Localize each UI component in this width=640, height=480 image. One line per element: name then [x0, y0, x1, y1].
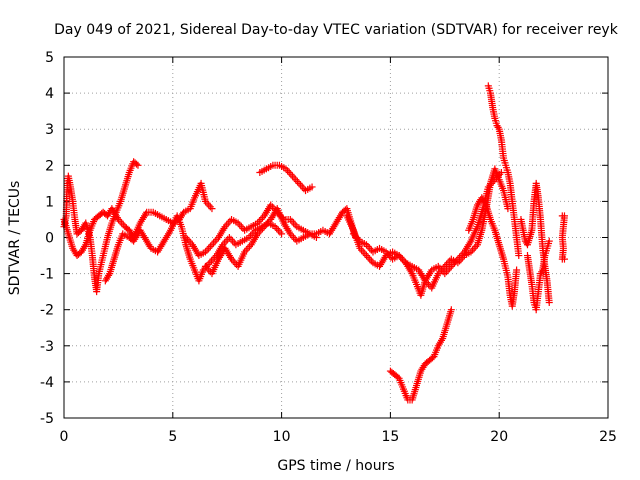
data-point: [293, 178, 301, 186]
y-tick-label: -5: [40, 411, 54, 427]
series-trace-i: [386, 306, 455, 404]
series-trace-d: [182, 201, 360, 260]
data-point: [446, 264, 454, 272]
data-point: [208, 241, 216, 249]
data-point: [226, 217, 234, 225]
data-point: [257, 215, 265, 223]
y-tick-label: 0: [45, 231, 54, 247]
data-point: [545, 237, 553, 245]
data-point: [560, 255, 568, 263]
data-point: [300, 185, 308, 193]
data-point: [359, 248, 367, 256]
data-point: [239, 224, 247, 232]
data-point: [441, 270, 449, 278]
data-point: [134, 161, 142, 169]
series-trace-j: [484, 82, 523, 260]
data-point: [367, 246, 375, 254]
series-trace-a: [60, 158, 142, 296]
y-tick-label: 3: [45, 122, 54, 138]
data-point: [442, 261, 450, 269]
y-tick-label: -4: [40, 375, 54, 391]
x-axis-label: GPS time / hours: [277, 458, 394, 474]
data-point: [441, 262, 449, 270]
data-point: [290, 219, 298, 227]
data-point: [133, 160, 141, 168]
data-point: [227, 235, 235, 243]
series-trace-h: [343, 169, 505, 299]
data-point: [295, 179, 303, 187]
data-point: [285, 169, 293, 177]
data-point: [470, 244, 478, 252]
chart-title: Day 049 of 2021, Sidereal Day-to-day VTE…: [54, 22, 619, 38]
data-point: [278, 230, 286, 238]
data-point: [230, 239, 238, 247]
y-tick-label: -2: [40, 303, 54, 319]
data-point: [442, 268, 450, 276]
data-point: [222, 237, 230, 245]
data-point: [205, 244, 213, 252]
data-point: [312, 234, 320, 241]
data-point: [205, 201, 213, 209]
data-point: [274, 226, 282, 234]
data-point: [447, 262, 455, 270]
data-point: [118, 219, 126, 227]
data-point: [444, 266, 452, 274]
data-point: [276, 228, 284, 236]
data-point: [210, 239, 218, 247]
data-point: [206, 243, 214, 251]
data-point: [513, 266, 521, 274]
data-point: [364, 253, 372, 261]
x-tick-label: 15: [381, 429, 399, 445]
y-axis-label: SDTVAR / TECUs: [7, 181, 23, 296]
x-tick-label: 20: [490, 429, 508, 445]
data-points: [60, 82, 568, 404]
series-trace-n: [558, 212, 568, 263]
plot-frame: [63, 56, 609, 419]
y-tick-label: -1: [40, 267, 54, 283]
axis-ticks: -5 -4 -3 -2 -1 0 1 2 3 4 5 0 5 10 15 20 25: [40, 50, 617, 445]
y-tick-label: 5: [45, 50, 54, 66]
data-point: [244, 244, 252, 252]
y-tick-label: 2: [45, 158, 54, 174]
series-trace-m: [523, 237, 553, 314]
data-point: [447, 306, 455, 314]
data-point: [208, 205, 216, 213]
data-point: [288, 172, 296, 180]
data-point: [290, 174, 298, 182]
data-point: [361, 250, 369, 258]
data-point: [288, 217, 296, 225]
x-tick-label: 0: [60, 429, 69, 445]
data-point: [287, 170, 295, 178]
data-point: [455, 253, 463, 261]
series-trace-e: [256, 161, 316, 195]
x-tick-label: 10: [273, 429, 291, 445]
data-point: [457, 252, 465, 260]
y-tick-label: -3: [40, 339, 54, 355]
y-tick-label: 1: [45, 194, 54, 210]
x-tick-label: 25: [599, 429, 617, 445]
grid-lines: [64, 57, 608, 418]
data-point: [308, 183, 316, 191]
series-trace-l: [517, 179, 553, 306]
data-point: [494, 123, 502, 131]
data-point: [206, 203, 214, 211]
data-point: [362, 252, 370, 260]
data-point: [446, 257, 454, 265]
data-point: [515, 252, 523, 260]
data-point: [297, 181, 305, 189]
data-point: [225, 234, 233, 241]
y-tick-label: 4: [45, 86, 54, 102]
data-point: [291, 235, 299, 243]
data-point: [436, 264, 444, 272]
data-point: [545, 298, 553, 306]
series-trace-f: [201, 205, 320, 278]
data-point: [292, 176, 300, 184]
x-tick-label: 5: [168, 429, 177, 445]
data-point: [497, 169, 505, 177]
series-trace-k: [465, 194, 521, 310]
data-point: [366, 255, 374, 263]
data-point: [211, 237, 219, 245]
